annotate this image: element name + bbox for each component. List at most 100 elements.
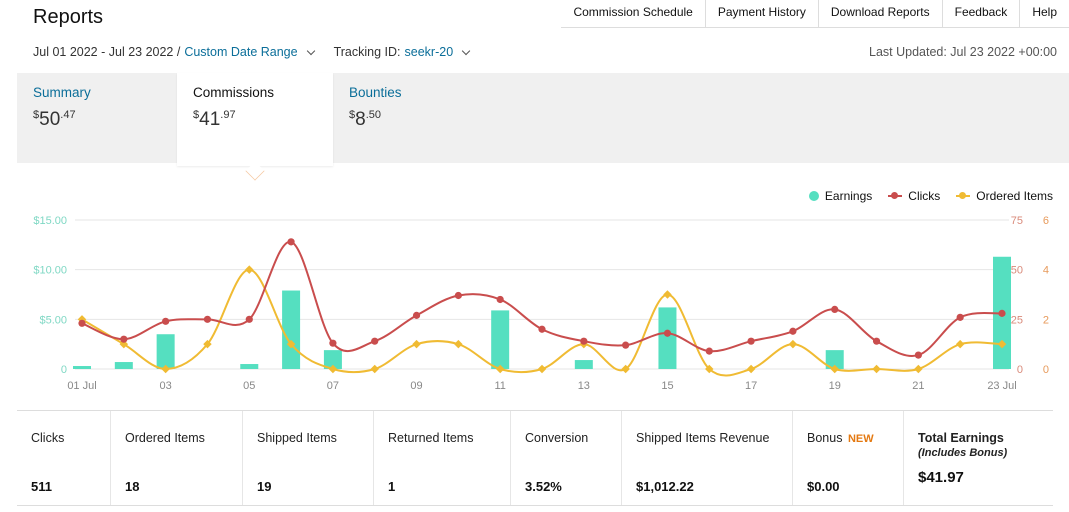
clicks-point xyxy=(789,327,797,335)
ordered-items-point xyxy=(328,364,338,374)
right-axis-clicks-tick: 50 xyxy=(1011,265,1023,277)
clicks-point xyxy=(914,351,922,359)
clicks-line xyxy=(81,240,1003,357)
feedback-button[interactable]: Feedback xyxy=(941,0,1020,27)
tab-commissions[interactable]: Commissions $41.97 xyxy=(177,73,333,166)
left-axis-tick: $5.00 xyxy=(39,314,67,326)
x-axis-tick: 03 xyxy=(160,380,172,392)
earnings-bar xyxy=(114,362,133,369)
tab-commissions-label: Commissions xyxy=(193,85,275,100)
right-axis-ordered-tick: 4 xyxy=(1043,265,1049,277)
tracking-id-label: Tracking ID: xyxy=(333,45,401,59)
stat-returned-items: Returned Items 1 xyxy=(374,411,511,505)
ordered-items-point xyxy=(161,364,170,374)
chevron-down-icon[interactable] xyxy=(461,46,471,55)
tab-bounties[interactable]: Bounties $8.50 xyxy=(333,73,493,163)
right-axis-clicks-tick: 25 xyxy=(1011,314,1023,326)
earnings-bar xyxy=(240,364,259,369)
earnings-bar xyxy=(156,334,175,369)
x-axis-tick: 09 xyxy=(410,380,422,392)
clicks-point xyxy=(287,238,295,246)
clicks-line-icon xyxy=(888,191,903,201)
ordered-items-point xyxy=(621,364,630,374)
clicks-point xyxy=(580,337,588,345)
x-axis-tick: 17 xyxy=(745,380,757,392)
x-axis-tick: 07 xyxy=(327,380,339,392)
clicks-point xyxy=(538,325,546,333)
chart-legend: Earnings Clicks Ordered Items xyxy=(808,189,1053,203)
clicks-point xyxy=(496,295,504,304)
ordered-items-point xyxy=(454,339,463,349)
clicks-point xyxy=(956,313,964,321)
ordered-items-point xyxy=(788,339,798,349)
right-axis-clicks-tick: 75 xyxy=(1011,215,1023,227)
earnings-bar xyxy=(491,310,510,369)
filter-bar: Jul 01 2022 - Jul 23 2022 / Custom Date … xyxy=(33,45,475,59)
x-axis-tick: 13 xyxy=(578,380,590,392)
earnings-bar xyxy=(323,350,342,369)
legend-clicks[interactable]: Clicks xyxy=(888,189,940,203)
clicks-point xyxy=(663,329,672,337)
earnings-bar xyxy=(574,360,593,369)
ordered-items-point xyxy=(663,290,672,299)
left-axis-tick: $15.00 xyxy=(33,215,67,227)
chart-svg: 0 $5.00 $10.00 $15.00 0 25 50 75 0 2 4 6 01 Jul 03 05 0… xyxy=(33,215,1049,392)
custom-date-range-dropdown[interactable]: Custom Date Range xyxy=(184,45,298,59)
ordered-items-point xyxy=(245,265,254,274)
ordered-items-point xyxy=(370,364,379,374)
tab-summary-label: Summary xyxy=(33,85,91,100)
clicks-point xyxy=(203,315,212,323)
clicks-point xyxy=(998,309,1006,317)
tab-commissions-value: $41.97 xyxy=(193,109,236,130)
left-axis-tick: $10.00 xyxy=(33,265,67,277)
clicks-point xyxy=(78,319,86,327)
x-axis-tick: 01 Jul xyxy=(67,380,96,392)
clicks-point xyxy=(705,347,713,355)
payment-history-button[interactable]: Payment History xyxy=(704,0,818,27)
stat-shipped-items: Shipped Items 19 xyxy=(243,411,374,505)
ordered-items-point xyxy=(495,364,505,374)
x-axis-tick: 15 xyxy=(661,380,673,392)
stat-conversion: Conversion 3.52% xyxy=(511,411,622,505)
stats-summary: Clicks 511 Ordered Items 18 Shipped Item… xyxy=(17,410,1053,506)
report-tabs: Summary $50.47 Commissions $41.97 Bounti… xyxy=(17,73,1069,166)
clicks-point xyxy=(329,339,337,347)
clicks-point xyxy=(747,337,755,345)
download-reports-button[interactable]: Download Reports xyxy=(817,0,942,27)
last-updated: Last Updated: Jul 23 2022 +00:00 xyxy=(869,45,1057,59)
earnings-bar xyxy=(658,307,677,369)
ordered-items-point xyxy=(537,364,547,374)
legend-earnings[interactable]: Earnings xyxy=(808,189,872,203)
tab-summary[interactable]: Summary $50.47 xyxy=(17,73,177,163)
ordered-items-point xyxy=(872,364,881,374)
clicks-point xyxy=(120,335,128,343)
right-axis-ordered-tick: 2 xyxy=(1043,314,1049,326)
right-axis-ordered-tick: 0 xyxy=(1043,364,1049,376)
new-badge: NEW xyxy=(847,433,874,445)
ordered-items-point xyxy=(746,364,756,374)
stat-ordered-items: Ordered Items 18 xyxy=(111,411,243,505)
ordered-items-line-icon xyxy=(956,191,971,201)
clicks-point xyxy=(245,315,253,323)
right-axis-ordered-tick: 6 xyxy=(1043,215,1049,227)
date-range-text: Jul 01 2022 - Jul 23 2022 / xyxy=(33,45,181,59)
x-axis-tick: 11 xyxy=(494,380,505,392)
earnings-chart: 0 $5.00 $10.00 $15.00 0 25 50 75 0 2 4 6 01 Jul 03 05 0… xyxy=(17,163,1069,409)
legend-ordered-items[interactable]: Ordered Items xyxy=(956,189,1053,203)
page-title: Reports xyxy=(33,6,104,28)
x-axis-tick: 21 xyxy=(912,380,924,392)
x-axis-tick: 05 xyxy=(243,380,255,392)
tracking-id-dropdown[interactable]: seekr-20 xyxy=(404,45,454,59)
chevron-down-icon[interactable] xyxy=(306,46,315,55)
ordered-items-point xyxy=(412,339,421,349)
earnings-bar xyxy=(73,366,91,369)
tab-bounties-label: Bounties xyxy=(349,85,402,100)
ordered-items-point xyxy=(830,364,839,374)
clicks-point xyxy=(872,337,881,345)
commission-schedule-button[interactable]: Commission Schedule xyxy=(573,5,693,19)
help-button[interactable]: Help xyxy=(1019,0,1069,27)
earnings-bar xyxy=(825,350,844,369)
stat-total-earnings: Total Earnings (Includes Bonus) $41.97 xyxy=(918,431,1008,486)
clicks-point xyxy=(162,317,170,325)
clicks-point xyxy=(831,305,839,313)
